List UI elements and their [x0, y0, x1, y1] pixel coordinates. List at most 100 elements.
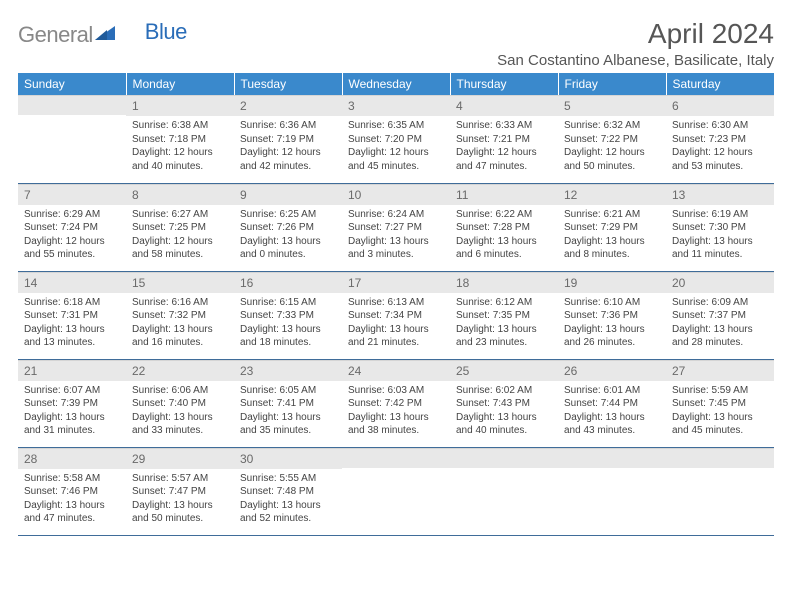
day-details: Sunrise: 6:22 AMSunset: 7:28 PMDaylight:…	[450, 205, 558, 262]
day-details: Sunrise: 6:01 AMSunset: 7:44 PMDaylight:…	[558, 381, 666, 438]
daylight2-text: and 0 minutes.	[240, 248, 336, 262]
sunrise-text: Sunrise: 6:36 AM	[240, 119, 336, 133]
calendar-day-cell	[450, 447, 558, 535]
brand-logo: General Blue	[18, 22, 187, 48]
sunrise-text: Sunrise: 6:05 AM	[240, 384, 336, 398]
sunset-text: Sunset: 7:20 PM	[348, 133, 444, 147]
day-number: 10	[342, 184, 450, 205]
day-number: 24	[342, 360, 450, 381]
daylight1-text: Daylight: 12 hours	[348, 146, 444, 160]
calendar-week-row: 7Sunrise: 6:29 AMSunset: 7:24 PMDaylight…	[18, 183, 774, 271]
calendar-day-cell: 1Sunrise: 6:38 AMSunset: 7:18 PMDaylight…	[126, 95, 234, 183]
day-details: Sunrise: 6:05 AMSunset: 7:41 PMDaylight:…	[234, 381, 342, 438]
daylight2-text: and 40 minutes.	[132, 160, 228, 174]
day-details: Sunrise: 6:25 AMSunset: 7:26 PMDaylight:…	[234, 205, 342, 262]
day-number: 22	[126, 360, 234, 381]
daylight2-text: and 50 minutes.	[132, 512, 228, 526]
daylight2-text: and 13 minutes.	[24, 336, 120, 350]
calendar-day-cell: 19Sunrise: 6:10 AMSunset: 7:36 PMDayligh…	[558, 271, 666, 359]
day-number: 17	[342, 272, 450, 293]
daylight2-text: and 42 minutes.	[240, 160, 336, 174]
daylight1-text: Daylight: 13 hours	[132, 411, 228, 425]
calendar-day-cell: 18Sunrise: 6:12 AMSunset: 7:35 PMDayligh…	[450, 271, 558, 359]
daylight2-text: and 53 minutes.	[672, 160, 768, 174]
sunrise-text: Sunrise: 6:10 AM	[564, 296, 660, 310]
day-number: 3	[342, 95, 450, 116]
day-details: Sunrise: 6:09 AMSunset: 7:37 PMDaylight:…	[666, 293, 774, 350]
month-title: April 2024	[497, 18, 774, 50]
day-number: 15	[126, 272, 234, 293]
sunset-text: Sunset: 7:32 PM	[132, 309, 228, 323]
page-header: General Blue April 2024 San Costantino A…	[18, 18, 774, 69]
day-number: 12	[558, 184, 666, 205]
day-details: Sunrise: 6:18 AMSunset: 7:31 PMDaylight:…	[18, 293, 126, 350]
day-number	[450, 448, 558, 468]
day-number: 4	[450, 95, 558, 116]
sunrise-text: Sunrise: 6:32 AM	[564, 119, 660, 133]
calendar-day-cell: 3Sunrise: 6:35 AMSunset: 7:20 PMDaylight…	[342, 95, 450, 183]
day-number: 28	[18, 448, 126, 469]
calendar-week-row: 14Sunrise: 6:18 AMSunset: 7:31 PMDayligh…	[18, 271, 774, 359]
sunrise-text: Sunrise: 5:57 AM	[132, 472, 228, 486]
sunrise-text: Sunrise: 6:16 AM	[132, 296, 228, 310]
day-details: Sunrise: 5:59 AMSunset: 7:45 PMDaylight:…	[666, 381, 774, 438]
daylight2-text: and 35 minutes.	[240, 424, 336, 438]
sunrise-text: Sunrise: 6:25 AM	[240, 208, 336, 222]
sunset-text: Sunset: 7:23 PM	[672, 133, 768, 147]
daylight2-text: and 8 minutes.	[564, 248, 660, 262]
calendar-day-cell: 17Sunrise: 6:13 AMSunset: 7:34 PMDayligh…	[342, 271, 450, 359]
daylight1-text: Daylight: 12 hours	[564, 146, 660, 160]
day-number	[18, 95, 126, 115]
sunset-text: Sunset: 7:44 PM	[564, 397, 660, 411]
sunset-text: Sunset: 7:35 PM	[456, 309, 552, 323]
sunrise-text: Sunrise: 6:12 AM	[456, 296, 552, 310]
sunset-text: Sunset: 7:26 PM	[240, 221, 336, 235]
day-details: Sunrise: 6:38 AMSunset: 7:18 PMDaylight:…	[126, 116, 234, 173]
calendar-day-cell: 8Sunrise: 6:27 AMSunset: 7:25 PMDaylight…	[126, 183, 234, 271]
day-number: 26	[558, 360, 666, 381]
day-number: 16	[234, 272, 342, 293]
sunrise-text: Sunrise: 5:58 AM	[24, 472, 120, 486]
day-number: 21	[18, 360, 126, 381]
daylight1-text: Daylight: 13 hours	[132, 323, 228, 337]
sunrise-text: Sunrise: 6:24 AM	[348, 208, 444, 222]
daylight1-text: Daylight: 13 hours	[564, 411, 660, 425]
daylight1-text: Daylight: 13 hours	[240, 235, 336, 249]
daylight1-text: Daylight: 13 hours	[240, 499, 336, 513]
sunset-text: Sunset: 7:48 PM	[240, 485, 336, 499]
day-details: Sunrise: 6:10 AMSunset: 7:36 PMDaylight:…	[558, 293, 666, 350]
daylight2-text: and 50 minutes.	[564, 160, 660, 174]
weekday-header: Wednesday	[342, 73, 450, 95]
daylight1-text: Daylight: 13 hours	[672, 323, 768, 337]
daylight2-text: and 45 minutes.	[348, 160, 444, 174]
sunset-text: Sunset: 7:28 PM	[456, 221, 552, 235]
daylight2-text: and 16 minutes.	[132, 336, 228, 350]
daylight1-text: Daylight: 13 hours	[348, 411, 444, 425]
sunset-text: Sunset: 7:24 PM	[24, 221, 120, 235]
logo-triangle-icon	[95, 24, 115, 45]
day-details: Sunrise: 6:36 AMSunset: 7:19 PMDaylight:…	[234, 116, 342, 173]
sunset-text: Sunset: 7:46 PM	[24, 485, 120, 499]
daylight2-text: and 33 minutes.	[132, 424, 228, 438]
sunset-text: Sunset: 7:31 PM	[24, 309, 120, 323]
day-details: Sunrise: 6:13 AMSunset: 7:34 PMDaylight:…	[342, 293, 450, 350]
daylight1-text: Daylight: 13 hours	[672, 411, 768, 425]
sunrise-text: Sunrise: 6:29 AM	[24, 208, 120, 222]
day-number: 30	[234, 448, 342, 469]
title-block: April 2024 San Costantino Albanese, Basi…	[497, 18, 774, 69]
daylight1-text: Daylight: 13 hours	[24, 499, 120, 513]
day-number: 19	[558, 272, 666, 293]
daylight1-text: Daylight: 13 hours	[132, 499, 228, 513]
weekday-header: Saturday	[666, 73, 774, 95]
sunset-text: Sunset: 7:41 PM	[240, 397, 336, 411]
day-details: Sunrise: 6:16 AMSunset: 7:32 PMDaylight:…	[126, 293, 234, 350]
daylight2-text: and 55 minutes.	[24, 248, 120, 262]
calendar-week-row: 1Sunrise: 6:38 AMSunset: 7:18 PMDaylight…	[18, 95, 774, 183]
calendar-day-cell: 30Sunrise: 5:55 AMSunset: 7:48 PMDayligh…	[234, 447, 342, 535]
sunrise-text: Sunrise: 6:03 AM	[348, 384, 444, 398]
daylight2-text: and 38 minutes.	[348, 424, 444, 438]
day-details: Sunrise: 5:58 AMSunset: 7:46 PMDaylight:…	[18, 469, 126, 526]
daylight1-text: Daylight: 13 hours	[456, 323, 552, 337]
day-number: 14	[18, 272, 126, 293]
weekday-header: Thursday	[450, 73, 558, 95]
